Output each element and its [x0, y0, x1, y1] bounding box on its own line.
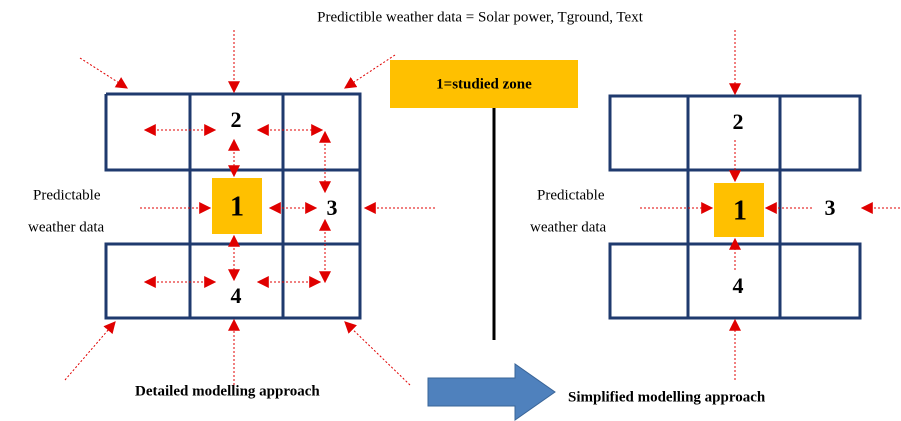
zone-label: 4	[733, 273, 744, 298]
side-label: Predictable	[33, 187, 101, 203]
zone-label: 2	[733, 109, 744, 134]
transition-arrow	[427, 363, 556, 421]
zone-label: 1	[733, 195, 747, 226]
simplified-arrows	[640, 30, 900, 380]
title: Predictible weather data = Solar power, …	[317, 9, 644, 25]
detailed-arrows	[64, 30, 435, 386]
side-label: weather data	[530, 219, 607, 235]
zone-label: 1	[230, 191, 244, 222]
detailed-grid	[104, 92, 362, 320]
legend-box	[390, 60, 578, 108]
caption: Detailed modelling approach	[135, 383, 320, 399]
zone-label: 2	[231, 107, 242, 132]
simplified-grid	[608, 94, 862, 320]
caption: Simplified modelling approach	[568, 389, 766, 405]
zone-label: 4	[231, 283, 242, 308]
side-label: Predictable	[537, 187, 605, 203]
zone-label: 3	[825, 195, 836, 220]
legend: 1=studied zone	[436, 76, 532, 92]
zone-label: 3	[327, 195, 338, 220]
side-label: weather data	[28, 219, 105, 235]
